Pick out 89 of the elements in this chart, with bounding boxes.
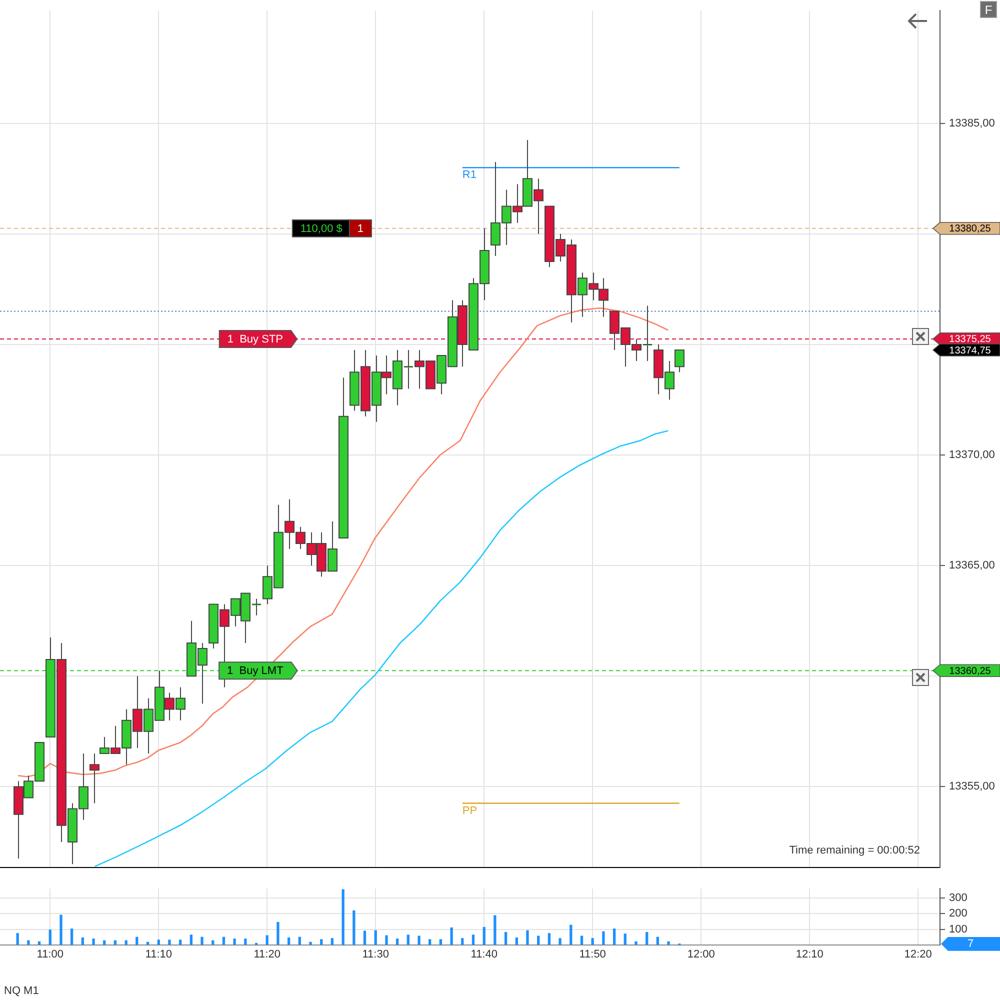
bar [320,939,323,945]
annotation: 1 Buy STP [227,333,283,346]
bar [244,938,247,945]
bar [558,938,562,945]
bar [190,934,193,945]
bar [352,910,356,945]
y-tick-label: 13370,00 [949,449,995,462]
bar [233,938,236,945]
bar [602,931,605,945]
bar [48,930,52,945]
bar [526,930,529,945]
bar [656,936,660,945]
bar [70,928,74,945]
bar [288,937,290,945]
bar [494,915,496,945]
bar [472,934,475,945]
bar [27,940,30,945]
bar [580,936,584,945]
bar [309,942,312,945]
bar [266,935,268,945]
bar [136,936,138,945]
bar [482,926,486,945]
text: NQ M1 [4,985,39,998]
bar [363,930,366,945]
bar [591,938,594,945]
bar [298,936,301,945]
annotation: Time remaining = 00:00:52 [789,844,920,856]
bar [548,933,551,945]
x-tick-label: 11:50 [579,948,606,961]
bar [38,941,41,945]
y-tick-label: 13385,00 [949,117,995,130]
y-tick-label: 200 [949,908,968,920]
bar [178,940,182,945]
y-tick-label: 13365,00 [949,560,995,572]
x-tick-label: 11:20 [254,948,280,961]
bar [624,934,626,945]
bar [342,889,344,945]
bar [16,933,19,945]
annotation: 110,00 $ [300,222,342,235]
bar [114,940,117,945]
bar [646,932,648,945]
bar [537,936,540,945]
x-tick-label: 12:00 [687,948,715,961]
bar [515,937,518,945]
bar [504,932,508,945]
bar [450,927,453,945]
letter-button: F [980,1,997,18]
x-tick-label: 11:30 [362,948,389,961]
y-tick-label: 100 [949,923,968,936]
bar [634,941,638,945]
bar [385,935,388,945]
y-tick-label: 13355,00 [949,780,995,793]
bar [406,934,410,945]
y-tick-label: 300 [949,892,968,904]
series-label: PP [462,804,478,817]
bar [667,941,670,945]
series-label: R1 [462,169,476,182]
bar [81,937,84,945]
bar [212,940,214,945]
x-tick-label: 11:10 [145,948,172,961]
bar [428,939,432,945]
bar [92,938,95,945]
annotation: 1 Buy LMT [227,665,284,678]
bar [612,928,616,945]
x-tick-label: 12:10 [796,948,824,961]
bar [396,938,399,945]
ref-line-label: 13360,25 [949,666,992,677]
x-tick-label: 11:00 [36,948,64,961]
bar [157,940,160,945]
bar [200,936,204,945]
bar [60,914,62,945]
text: 7 [941,936,1000,951]
bar [439,939,442,945]
ref-line-label: 13375,25 [949,334,992,346]
bar [374,930,377,945]
bar [330,938,334,945]
bar [222,936,226,945]
bar [276,922,280,945]
bar [461,938,464,945]
bar [418,936,420,945]
x-tick-label: 11:40 [470,948,498,961]
annotation: 1 [357,222,364,235]
ref-line-label: 13380,25 [949,224,992,235]
bar [168,940,171,945]
bar [124,940,128,945]
bar [570,924,572,945]
bar [103,940,106,945]
x-tick-label: 12:20 [904,948,932,961]
text: 13374,75 [949,345,992,356]
